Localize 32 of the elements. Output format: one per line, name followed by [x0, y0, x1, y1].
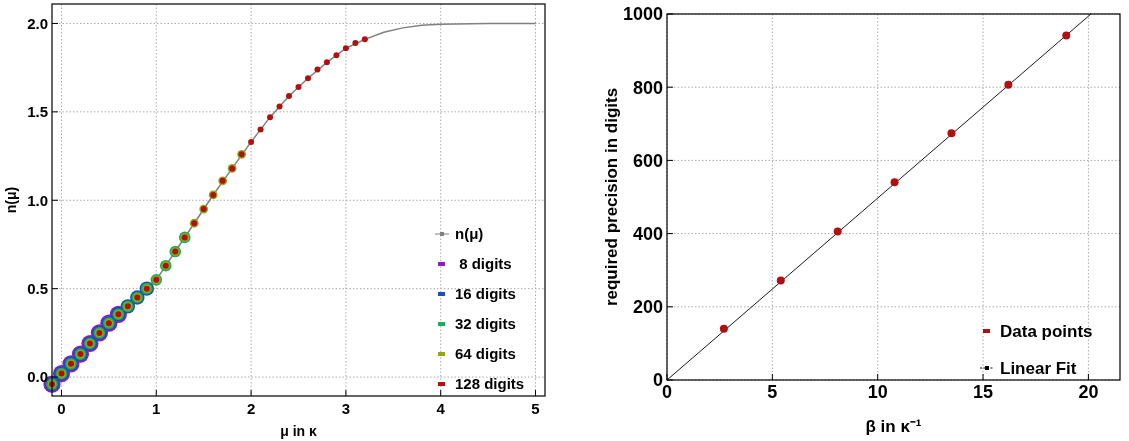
y-tick-label: 0.0	[27, 368, 48, 386]
y-axis-title: required precision in digits	[602, 87, 621, 307]
y-tick-label: 0.5	[27, 279, 48, 297]
x-tick-label: 5	[531, 400, 540, 417]
legend-label: 64 digits	[455, 345, 516, 363]
x-tick-label: 4	[436, 400, 446, 417]
y-axis-title: n(μ)	[3, 186, 19, 214]
y-tick-label: 200	[632, 297, 663, 318]
legend-label: 16 digits	[455, 285, 516, 303]
x-tick-label: 20	[1078, 382, 1099, 402]
x-tick-label: 1	[152, 400, 161, 417]
legend-label: 32 digits	[455, 315, 516, 333]
x-tick-label: 0	[57, 400, 66, 417]
legend-label: n(μ)	[455, 225, 484, 243]
x-tick-label: 5	[767, 382, 778, 402]
x-tick-label: 15	[973, 382, 994, 402]
y-tick-label: 2.0	[27, 14, 48, 32]
y-tick-label: 1.5	[27, 103, 48, 121]
y-tick-label: 1.0	[27, 191, 48, 209]
x-axis-title: β in κ⁻¹	[865, 417, 922, 436]
x-axis-title: μ in κ	[280, 423, 317, 439]
legend-label: Linear Fit	[1000, 358, 1077, 378]
y-tick-label: 1000	[622, 4, 663, 25]
x-tick-label: 2	[246, 400, 256, 417]
y-tick-label: 800	[632, 77, 663, 98]
x-tick-label: 3	[341, 400, 351, 417]
legend-label: 8 digits	[455, 255, 512, 273]
x-tick-label: 10	[867, 382, 888, 402]
legend-label: 128 digits	[455, 375, 525, 393]
y-tick-label: 400	[632, 223, 663, 244]
legend-label: Data points	[1000, 321, 1093, 341]
y-tick-label: 600	[632, 150, 663, 171]
